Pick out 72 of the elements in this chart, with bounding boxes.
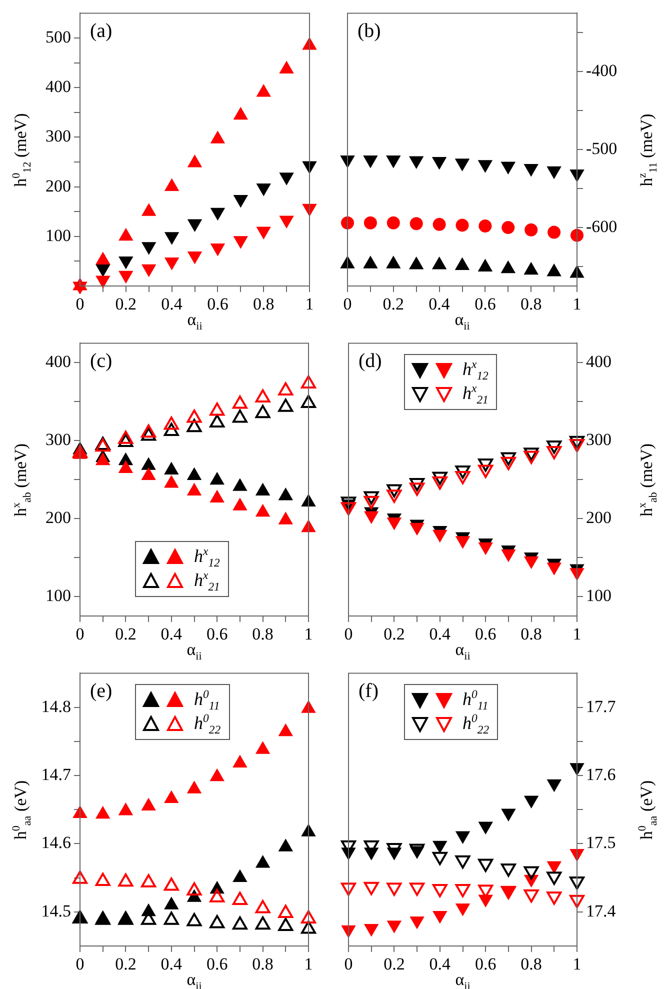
x-axis-title: α$_{ii}$: [455, 640, 470, 662]
x-tick-label: 0.2: [115, 294, 137, 314]
x-tick-label: 0.2: [382, 294, 404, 314]
x-tick-label: 0: [76, 294, 84, 314]
x-tick-label: 0.8: [252, 954, 274, 974]
y2-tick-label: 17.4: [586, 901, 616, 920]
x-tick-label: 1: [304, 624, 313, 644]
y-tick-label: 500: [46, 27, 71, 46]
annotation: (d): [358, 350, 382, 372]
y2-tick-label: 100: [586, 586, 612, 605]
y-tick-label: 100: [46, 226, 71, 245]
x-tick-label: 0.4: [160, 624, 183, 644]
y-tick-label: 200: [46, 508, 71, 528]
x-tick-label: 0.6: [474, 954, 496, 974]
x-tick-label: 0.2: [384, 624, 405, 644]
x-tick-label: 0.2: [115, 624, 136, 644]
x-tick-label: 0.6: [474, 294, 496, 314]
x-tick-label: 0.8: [252, 294, 274, 314]
x-tick-label: 0.2: [384, 954, 405, 974]
x-axis-title: α$_{ii}$: [186, 970, 202, 989]
x-axis-title: α$_{ii}$: [454, 310, 470, 332]
x-tick-label: 0.6: [474, 624, 496, 644]
x-tick-label: 0.4: [161, 294, 183, 314]
y2-tick-label: -500: [586, 139, 618, 158]
x-axis-title: α$_{ii}$: [186, 640, 202, 662]
y2-tick-label: 17.5: [586, 833, 616, 852]
x-tick-label: 0: [344, 624, 353, 644]
y-tick-label: 300: [46, 430, 71, 450]
x-tick-label: 0: [76, 624, 84, 644]
y2-tick-label: -400: [586, 61, 618, 80]
annotation: (a): [90, 20, 112, 42]
x-tick-label: 0: [76, 954, 84, 974]
y2-tick-label: -600: [586, 217, 618, 236]
y-tick-label: 14.7: [41, 764, 72, 784]
x-tick-label: 0.6: [207, 294, 228, 314]
x-tick-label: 0.4: [429, 954, 452, 974]
x-tick-label: 0.4: [429, 624, 452, 644]
y-tick-label: 300: [46, 126, 71, 146]
x-tick-label: 0.8: [520, 954, 542, 974]
y-tick-label: 100: [46, 586, 71, 605]
x-tick-label: 1: [572, 624, 582, 644]
x-tick-label: 0: [344, 954, 353, 974]
x-tick-label: 0: [343, 294, 352, 314]
y2-tick-label: 200: [586, 508, 612, 528]
x-tick-label: 0.4: [428, 294, 450, 314]
annotation: (f): [358, 680, 378, 702]
y2-tick-label: 400: [586, 352, 612, 372]
x-tick-label: 0.8: [520, 624, 542, 644]
y-tick-label: 400: [46, 352, 71, 372]
x-tick-label: 1: [572, 294, 582, 314]
x-tick-label: 0.8: [252, 624, 274, 644]
y2-tick-label: 17.6: [586, 764, 616, 784]
y-tick-label: 200: [46, 176, 71, 196]
x-tick-label: 0.6: [206, 954, 228, 974]
x-tick-label: 0.8: [520, 294, 542, 314]
x-axis-title: α$_{ii}$: [187, 310, 202, 332]
annotation: (b): [358, 20, 381, 42]
y-tick-label: 14.8: [41, 696, 71, 716]
x-tick-label: 0.4: [160, 954, 183, 974]
annotation: (e): [90, 680, 112, 702]
x-tick-label: 0.6: [206, 624, 228, 644]
x-tick-label: 1: [305, 294, 314, 314]
x-tick-label: 1: [572, 954, 582, 974]
y-tick-label: 400: [46, 77, 71, 96]
y-tick-label: 14.6: [41, 833, 71, 852]
x-axis-title: α$_{ii}$: [455, 970, 470, 989]
annotation: (c): [90, 350, 112, 372]
y2-tick-label: 300: [586, 430, 612, 450]
x-tick-label: 1: [304, 954, 313, 974]
x-tick-label: 0.2: [115, 954, 136, 974]
y-tick-label: 14.5: [41, 901, 71, 920]
y2-tick-label: 17.7: [586, 696, 616, 716]
